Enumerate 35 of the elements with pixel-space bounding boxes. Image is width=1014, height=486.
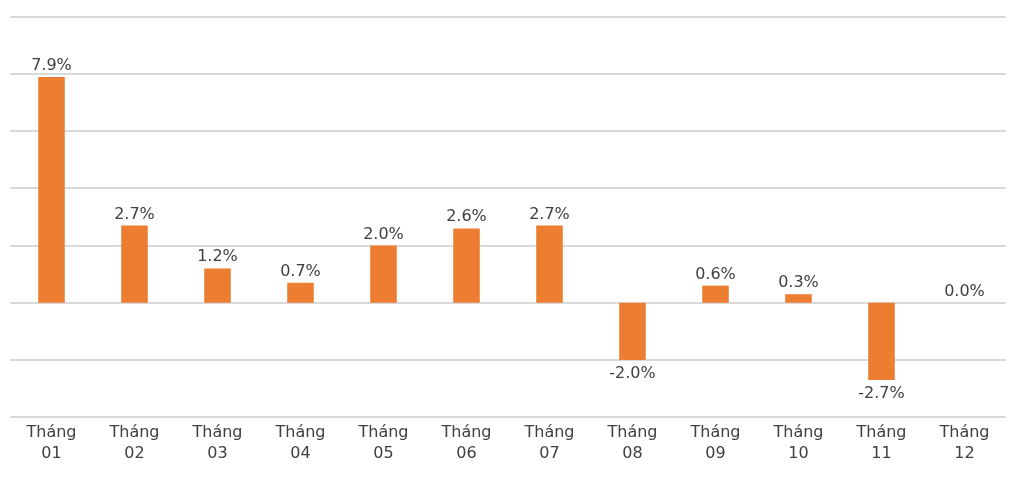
x-tick-label: Tháng 11: [855, 422, 907, 462]
x-tick-label: Tháng 03: [191, 422, 243, 462]
data-label: 7.9%: [31, 54, 72, 74]
data-label: -2.0%: [609, 362, 656, 382]
data-label: 0.3%: [778, 272, 819, 292]
x-tick-label: Tháng 02: [108, 422, 160, 462]
x-tick-label: Tháng 12: [938, 422, 990, 462]
bar: [370, 245, 397, 303]
data-label: 2.7%: [114, 203, 155, 223]
data-label: 0.7%: [280, 260, 321, 280]
x-tick-label: Tháng 04: [274, 422, 326, 462]
x-tick-label: Tháng 08: [606, 422, 658, 462]
data-label: 2.0%: [363, 223, 404, 243]
bar: [287, 282, 314, 303]
data-label: 0.0%: [944, 280, 985, 300]
bar: [204, 268, 231, 303]
x-tick-label: Tháng 01: [25, 422, 77, 462]
bar: [785, 294, 812, 303]
bar: [536, 225, 563, 303]
x-tick-label: Tháng 10: [772, 422, 824, 462]
bar: [868, 302, 895, 380]
bar: [453, 228, 480, 303]
data-label: 2.6%: [446, 206, 487, 226]
bar: [619, 302, 646, 360]
bar: [38, 76, 65, 303]
x-tick-label: Tháng 05: [357, 422, 409, 462]
x-tick-label: Tháng 09: [689, 422, 741, 462]
data-label: 0.6%: [695, 263, 736, 283]
data-label: -2.7%: [858, 382, 905, 402]
data-label: 2.7%: [529, 203, 570, 223]
bar: [702, 285, 729, 303]
data-label: 1.2%: [197, 246, 238, 266]
x-tick-label: Tháng 06: [440, 422, 492, 462]
x-tick-label: Tháng 07: [523, 422, 575, 462]
bar: [121, 225, 148, 303]
